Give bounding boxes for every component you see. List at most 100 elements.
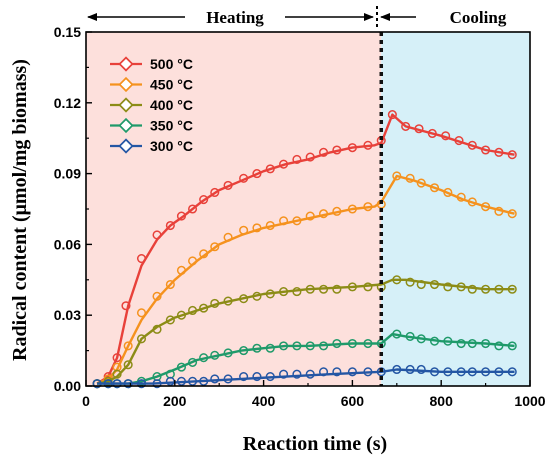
data-point-450 bbox=[279, 216, 289, 226]
data-point-300 bbox=[123, 379, 133, 389]
data-point-350 bbox=[188, 357, 198, 367]
series-450 bbox=[92, 171, 517, 389]
legend-label: 500 °C bbox=[150, 56, 193, 72]
legend-marker bbox=[118, 138, 134, 154]
data-point-450 bbox=[318, 209, 329, 219]
data-point-500 bbox=[292, 154, 302, 164]
data-point-350 bbox=[429, 336, 440, 346]
data-point-300 bbox=[112, 379, 122, 389]
data-point-350 bbox=[279, 341, 289, 351]
data-point-400 bbox=[165, 315, 175, 325]
data-point-450 bbox=[136, 308, 147, 318]
legend-item-450: 450 °C bbox=[110, 77, 193, 93]
data-point-450 bbox=[239, 225, 249, 235]
data-point-300 bbox=[223, 374, 233, 384]
legend-label: 450 °C bbox=[150, 77, 193, 93]
data-point-450 bbox=[392, 171, 402, 181]
data-point-450 bbox=[467, 197, 477, 207]
cooling-label: Cooling bbox=[450, 8, 507, 27]
data-point-400 bbox=[481, 284, 491, 294]
data-point-500 bbox=[265, 164, 275, 174]
data-point-500 bbox=[427, 128, 437, 139]
data-point-450 bbox=[347, 204, 357, 214]
axes: 0 200 400 600 800 1000 0.00 0.03 0.06 0.09 0.12 0.1… bbox=[54, 24, 546, 409]
data-point-500 bbox=[152, 230, 162, 240]
data-point-400 bbox=[507, 284, 517, 294]
x-tick-label: 600 bbox=[341, 393, 365, 409]
data-point-300 bbox=[305, 369, 315, 379]
data-point-350 bbox=[467, 338, 477, 349]
data-point-350 bbox=[252, 343, 262, 353]
data-point-350 bbox=[332, 338, 342, 349]
data-point-400 bbox=[305, 284, 315, 294]
data-point-300 bbox=[507, 367, 517, 377]
legend-item-400: 400 °C bbox=[110, 97, 193, 113]
legend-marker bbox=[118, 117, 134, 134]
data-point-300 bbox=[103, 379, 113, 389]
data-point-450 bbox=[176, 265, 187, 275]
data-point-300 bbox=[265, 372, 275, 382]
y-axis-title: Radical content (μmol/mg biomass) bbox=[9, 59, 31, 361]
legend-label: 350 °C bbox=[150, 118, 193, 134]
data-point-400 bbox=[123, 360, 133, 370]
data-point-350 bbox=[305, 341, 315, 351]
data-point-500 bbox=[454, 136, 464, 146]
data-point-450 bbox=[494, 206, 504, 216]
data-point-300 bbox=[292, 369, 302, 379]
data-point-300 bbox=[363, 367, 373, 377]
data-point-400 bbox=[188, 305, 198, 316]
y-tick-label: 0.12 bbox=[54, 95, 81, 111]
data-point-300 bbox=[392, 364, 402, 375]
phase-annotations: Heating Cooling bbox=[87, 6, 507, 30]
data-point-400 bbox=[467, 284, 477, 294]
data-point-300 bbox=[318, 367, 329, 377]
data-point-400 bbox=[494, 284, 504, 294]
data-point-500 bbox=[332, 145, 342, 155]
legend-item-500: 500 °C bbox=[110, 56, 193, 72]
legend-label: 400 °C bbox=[150, 97, 193, 113]
data-point-450 bbox=[210, 242, 220, 252]
data-point-350 bbox=[265, 343, 275, 353]
data-point-400 bbox=[199, 303, 209, 313]
x-tick-label: 800 bbox=[430, 393, 454, 409]
data-point-450 bbox=[305, 211, 315, 221]
data-point-500 bbox=[414, 124, 424, 134]
data-point-500 bbox=[121, 301, 131, 311]
data-point-400 bbox=[152, 324, 162, 334]
data-point-500 bbox=[239, 173, 249, 183]
data-point-350 bbox=[481, 338, 491, 349]
data-point-500 bbox=[165, 220, 175, 231]
y-tick-label: 0.03 bbox=[54, 307, 81, 323]
data-point-350 bbox=[416, 334, 426, 344]
phase-backgrounds bbox=[86, 32, 530, 386]
data-point-400 bbox=[223, 296, 233, 306]
legend-marker bbox=[118, 56, 134, 72]
data-point-350 bbox=[223, 348, 233, 358]
series-line-350 bbox=[97, 332, 515, 385]
data-point-400 bbox=[405, 277, 415, 287]
data-point-300 bbox=[456, 367, 466, 377]
data-point-450 bbox=[123, 341, 133, 351]
data-point-300 bbox=[429, 367, 440, 377]
y-tick-label: 0.09 bbox=[54, 166, 81, 182]
data-point-350 bbox=[210, 350, 220, 360]
data-point-350 bbox=[392, 329, 402, 339]
data-point-300 bbox=[481, 367, 491, 377]
legend-marker bbox=[118, 76, 134, 93]
data-point-500 bbox=[252, 169, 262, 179]
data-point-500 bbox=[441, 131, 451, 141]
data-point-400 bbox=[392, 275, 402, 285]
data-point-450 bbox=[152, 291, 162, 301]
data-point-350 bbox=[507, 341, 517, 351]
data-point-300 bbox=[210, 374, 220, 384]
phase-bg-0 bbox=[86, 32, 382, 386]
data-point-350 bbox=[199, 353, 209, 363]
y-tick-label: 0.00 bbox=[54, 378, 81, 394]
data-point-450 bbox=[416, 178, 426, 188]
data-point-350 bbox=[176, 362, 187, 372]
data-point-500 bbox=[507, 150, 517, 160]
data-point-400 bbox=[429, 279, 440, 290]
data-point-350 bbox=[456, 338, 466, 349]
phase-bg-1 bbox=[381, 32, 530, 386]
data-point-500 bbox=[210, 187, 220, 198]
